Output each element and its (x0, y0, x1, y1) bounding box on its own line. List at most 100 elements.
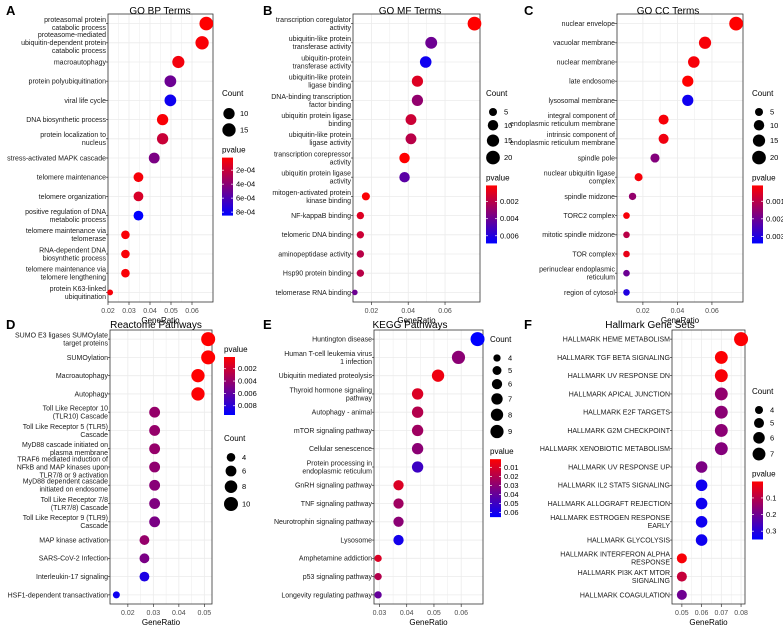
data-point (156, 133, 169, 145)
x-tick-label: 0.06 (454, 610, 468, 617)
count-legend-label: 4 (508, 354, 512, 363)
data-point (411, 75, 424, 87)
term-label: HALLMARK E2F TARGETS (583, 410, 670, 417)
term-label: protein K63-linked ubiquitination (50, 286, 107, 301)
data-point (199, 16, 214, 31)
x-tick-label: 0.03 (373, 610, 387, 617)
pvalue-colorbar (752, 481, 763, 540)
count-legend-dot (491, 378, 503, 390)
data-point (650, 153, 660, 163)
count-legend-title: Count (752, 89, 774, 98)
count-legend-dot (752, 134, 766, 147)
term-label: ubiquitin protein ligase binding (281, 113, 351, 128)
count-legend-dot (753, 418, 765, 429)
term-label: aminopeptidase activity (278, 251, 351, 258)
data-point (356, 231, 365, 239)
count-legend-label: 10 (770, 121, 778, 130)
data-point (399, 171, 410, 183)
data-point (191, 369, 205, 383)
data-point (431, 369, 445, 382)
count-legend-label: 20 (770, 153, 778, 162)
term-label: DNA-binding transcription factor binding (271, 94, 351, 109)
term-label: MyD88 cascade initiated on plasma membran… (22, 442, 108, 457)
term-label: telomere maintenance via telomere lengthe… (26, 267, 106, 282)
term-label: ubiquitin-like protein ligase activity (289, 132, 352, 147)
data-point (714, 369, 728, 383)
count-legend-label: 15 (770, 136, 778, 145)
data-point (172, 55, 185, 69)
count-legend-label: 6 (770, 433, 774, 442)
panel-letter: E (263, 317, 272, 332)
pvalue-tick-label: 0.008 (238, 401, 257, 410)
term-label: ubiquitin-protein transferase activity (293, 55, 352, 70)
pvalue-tick-label: 0.02 (504, 472, 519, 481)
data-point (133, 172, 144, 183)
term-label: vacuolar membrane (553, 40, 615, 47)
data-point (623, 231, 630, 239)
data-point (356, 269, 365, 277)
term-label: Toll Like Receptor 7/8 (TLR7/8) Cascade (41, 497, 108, 512)
term-label: HALLMARK APICAL JUNCTION (569, 391, 670, 398)
pvalue-tick-label: 0.3 (766, 527, 776, 536)
term-label: ubiquitin protein ligase activity (281, 171, 351, 186)
pvalue-legend-title: pvalue (486, 173, 510, 182)
data-point (714, 350, 728, 364)
term-label: HALLMARK TGF BETA SIGNALING (557, 355, 670, 362)
data-point (133, 191, 144, 202)
data-point (393, 498, 404, 509)
data-point (201, 332, 216, 347)
data-point (695, 534, 708, 546)
data-point (467, 16, 482, 31)
data-point (628, 192, 637, 201)
count-legend-label: 10 (504, 121, 512, 130)
x-axis-title: GeneRatio (409, 618, 448, 627)
pvalue-colorbar (486, 185, 497, 244)
pvalue-tick-label: 0.002 (500, 197, 519, 206)
pvalue-tick-label: 0.06 (504, 508, 519, 517)
term-label: Huntington disease (312, 337, 372, 344)
count-legend-title: Count (490, 335, 512, 344)
panel-title: GO BP Terms (129, 6, 190, 17)
term-label: HALLMARK ALLOGRAFT REJECTION (548, 501, 670, 508)
data-point (682, 75, 694, 87)
data-point (149, 479, 161, 491)
count-legend-dot (222, 123, 236, 137)
data-point (734, 332, 749, 347)
term-label: protein localization to nucleus (40, 132, 106, 147)
term-label: region of cytosol (564, 290, 615, 297)
term-label: spindle pole (578, 155, 615, 162)
data-point (139, 535, 150, 545)
x-tick-label: 0.05 (164, 308, 178, 315)
term-label: p53 signaling pathway (303, 574, 373, 581)
term-label: telomere maintenance via telomerase (26, 228, 106, 243)
pvalue-legend-title: pvalue (224, 345, 248, 354)
pvalue-colorbar (224, 357, 235, 415)
data-point (405, 114, 417, 126)
count-legend-label: 4 (770, 406, 774, 415)
count-legend-dot (493, 354, 501, 362)
x-tick-label: 0.04 (172, 610, 186, 617)
data-point (352, 289, 358, 296)
x-tick-label: 0.06 (185, 308, 199, 315)
pvalue-tick-label: 0.004 (238, 377, 257, 386)
pvalue-colorbar (490, 459, 501, 518)
data-point (411, 406, 424, 418)
pvalue-tick-label: 0.006 (500, 231, 519, 240)
term-label: Cellular senescence (309, 446, 372, 453)
term-label: mTOR signaling pathway (294, 428, 373, 435)
pvalue-tick-label: 0.1 (766, 493, 776, 502)
term-label: Human T-cell leukemia virus 1 infection (284, 351, 372, 366)
data-point (374, 591, 382, 599)
panel-a: A GO BP Terms 0.02 0.03 0.04 0.05 0.06 GeneRati… (6, 3, 255, 325)
term-label: Interleukin-17 signaling (36, 574, 108, 581)
count-legend-label: 7 (770, 450, 774, 459)
data-point (695, 461, 708, 473)
data-point (149, 443, 161, 455)
pvalue-legend-title: pvalue (490, 447, 514, 456)
term-label: telomeric DNA binding (282, 232, 351, 239)
term-label: Autophagy - animal (312, 410, 373, 417)
data-point (149, 498, 161, 509)
